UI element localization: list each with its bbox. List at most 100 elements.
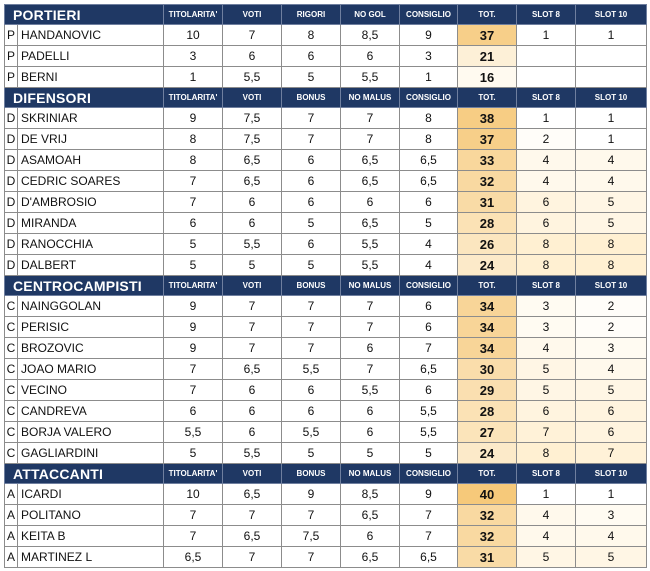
rating-cell: 7 [163, 170, 223, 192]
rating-cell: 10 [163, 483, 223, 505]
player-row: P HANDANOVIC 10 7 8 8,5 9 37 1 1 [4, 24, 647, 46]
rating-cell: 5,5 [281, 358, 341, 380]
player-name: DALBERT [17, 254, 164, 276]
rating-cell: 6 [163, 212, 223, 234]
rating-cell: 6 [340, 421, 400, 443]
rating-cell: 5,5 [340, 66, 400, 88]
slot8-cell: 1 [516, 107, 576, 129]
rating-cell: 8,5 [340, 24, 400, 46]
rating-cell: 6,5 [340, 504, 400, 526]
rating-cell: 7 [399, 525, 458, 547]
player-name: POLITANO [17, 504, 164, 526]
slot8-cell: 8 [516, 254, 576, 276]
role-cell: C [4, 316, 18, 338]
rating-cell: 9 [163, 337, 223, 359]
role-cell: D [4, 212, 18, 234]
rating-cell: 3 [399, 45, 458, 67]
section-header: PORTIERI TITOLARITA' VOTI RIGORI NO GOL CONSI… [4, 4, 647, 25]
column-header: CONSIGLIO [399, 275, 458, 296]
player-row: D D'AMBROSIO 7 6 6 6 6 31 6 5 [4, 191, 647, 213]
rating-cell: 6,5 [222, 483, 282, 505]
role-cell: C [4, 337, 18, 359]
slot10-cell: 4 [575, 525, 647, 547]
column-header: VOTI [222, 463, 282, 484]
rating-cell: 5 [399, 442, 458, 464]
slot10-cell: 5 [575, 191, 647, 213]
player-row: C PERISIC 9 7 7 7 6 34 3 2 [4, 316, 647, 338]
player-row: D RANOCCHIA 5 5,5 6 5,5 4 26 8 8 [4, 233, 647, 255]
total-cell: 34 [457, 337, 517, 359]
rating-cell: 1 [163, 66, 223, 88]
column-header: SLOT 10 [575, 463, 647, 484]
rating-cell: 7 [281, 337, 341, 359]
rating-cell: 5,5 [399, 421, 458, 443]
slot10-cell: 1 [575, 483, 647, 505]
total-cell: 24 [457, 442, 517, 464]
rating-cell: 6,5 [399, 149, 458, 171]
rating-cell: 7 [281, 504, 341, 526]
rating-cell: 6 [281, 191, 341, 213]
slot8-cell: 8 [516, 442, 576, 464]
rating-cell: 9 [163, 316, 223, 338]
rating-cell: 5 [281, 442, 341, 464]
total-cell: 37 [457, 24, 517, 46]
total-cell: 31 [457, 191, 517, 213]
player-name: SKRINIAR [17, 107, 164, 129]
column-header: NO MALUS [340, 275, 400, 296]
column-header: BONUS [281, 87, 341, 108]
rating-cell: 6,5 [399, 546, 458, 568]
player-row: D CEDRIC SOARES 7 6,5 6 6,5 6,5 32 4 4 [4, 170, 647, 192]
slot10-cell: 6 [575, 400, 647, 422]
slot10-cell [575, 45, 647, 67]
rating-cell: 5 [163, 442, 223, 464]
rating-cell: 8 [163, 149, 223, 171]
total-cell: 30 [457, 358, 517, 380]
rating-cell: 5 [163, 233, 223, 255]
rating-cell: 7 [340, 107, 400, 129]
rating-cell: 6 [222, 191, 282, 213]
player-row: C NAINGGOLAN 9 7 7 7 6 34 3 2 [4, 295, 647, 317]
rating-cell: 6,5 [222, 170, 282, 192]
role-cell: D [4, 191, 18, 213]
slot8-cell: 5 [516, 546, 576, 568]
rating-cell: 7 [163, 358, 223, 380]
column-header: VOTI [222, 87, 282, 108]
rating-cell: 6 [222, 400, 282, 422]
rating-cell: 7 [281, 107, 341, 129]
role-cell: C [4, 400, 18, 422]
total-cell: 40 [457, 483, 517, 505]
role-cell: A [4, 525, 18, 547]
player-name: MARTINEZ L [17, 546, 164, 568]
column-header: SLOT 8 [516, 87, 576, 108]
rating-cell: 6 [281, 379, 341, 401]
rating-cell: 7 [281, 316, 341, 338]
role-cell: D [4, 107, 18, 129]
rating-cell: 7,5 [222, 128, 282, 150]
total-cell: 27 [457, 421, 517, 443]
rating-cell: 5,5 [340, 379, 400, 401]
rating-cell: 6 [399, 316, 458, 338]
role-cell: D [4, 233, 18, 255]
slot8-cell: 5 [516, 379, 576, 401]
column-header: VOTI [222, 4, 282, 25]
rating-cell: 6 [399, 295, 458, 317]
rating-cell: 5,5 [163, 421, 223, 443]
player-name: BERNI [17, 66, 164, 88]
column-header: SLOT 8 [516, 275, 576, 296]
slot8-cell: 6 [516, 212, 576, 234]
role-cell: C [4, 358, 18, 380]
slot8-cell [516, 66, 576, 88]
rating-cell: 5,5 [340, 233, 400, 255]
role-cell: D [4, 128, 18, 150]
rating-cell: 7 [340, 128, 400, 150]
total-cell: 32 [457, 170, 517, 192]
rating-cell: 7 [340, 295, 400, 317]
rating-cell: 5 [281, 212, 341, 234]
player-row: C BORJA VALERO 5,5 6 5,5 6 5,5 27 7 6 [4, 421, 647, 443]
rating-cell: 10 [163, 24, 223, 46]
rating-cell: 6,5 [163, 546, 223, 568]
role-cell: D [4, 149, 18, 171]
total-cell: 34 [457, 295, 517, 317]
rating-cell: 7 [340, 358, 400, 380]
rating-cell: 5,5 [222, 442, 282, 464]
